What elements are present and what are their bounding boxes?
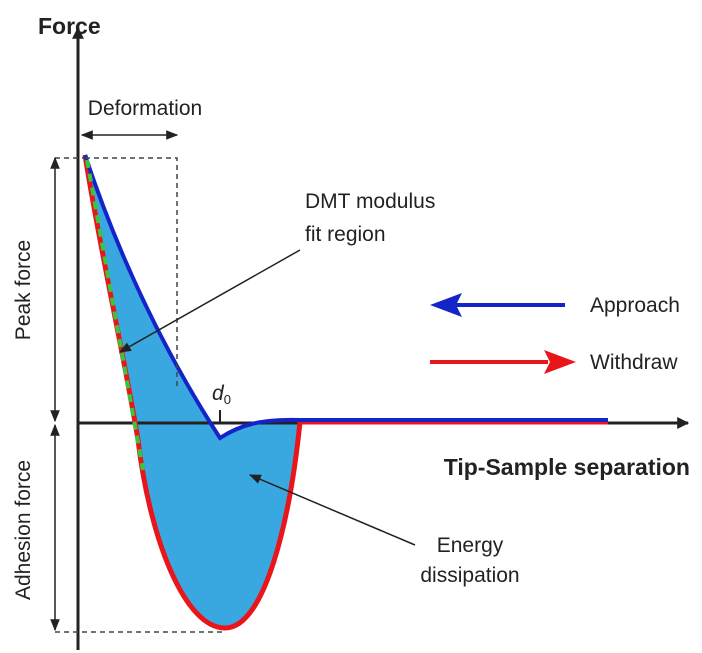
dmt-pointer	[118, 249, 301, 353]
approach-head	[430, 293, 462, 317]
y-axis-label: Force	[38, 13, 101, 39]
energy-pointer	[248, 474, 416, 546]
deformation-label: Deformation	[88, 97, 202, 120]
fit-line	[85, 159, 145, 471]
energy-label: Energy	[437, 534, 504, 557]
deformation-box	[55, 157, 225, 633]
withdraw-curve	[82, 154, 608, 631]
dmt-label: DMT modulus	[305, 190, 435, 213]
energy-area	[85, 155, 300, 628]
approach-curve	[83, 154, 608, 441]
d0-subscript: 0	[224, 392, 231, 407]
approach-label: Approach	[590, 294, 680, 317]
d0-symbol: d	[212, 382, 225, 405]
energy-label: dissipation	[420, 564, 519, 587]
d0-label: d0	[212, 382, 231, 407]
withdraw-head	[544, 350, 576, 374]
peak-force-label: Peak force	[12, 240, 35, 340]
adhesion-force-label: Adhesion force	[12, 460, 35, 600]
x-axis-label: Tip-Sample separation	[444, 454, 690, 480]
dmt-label: fit region	[305, 223, 386, 246]
withdraw-label: Withdraw	[590, 351, 678, 374]
